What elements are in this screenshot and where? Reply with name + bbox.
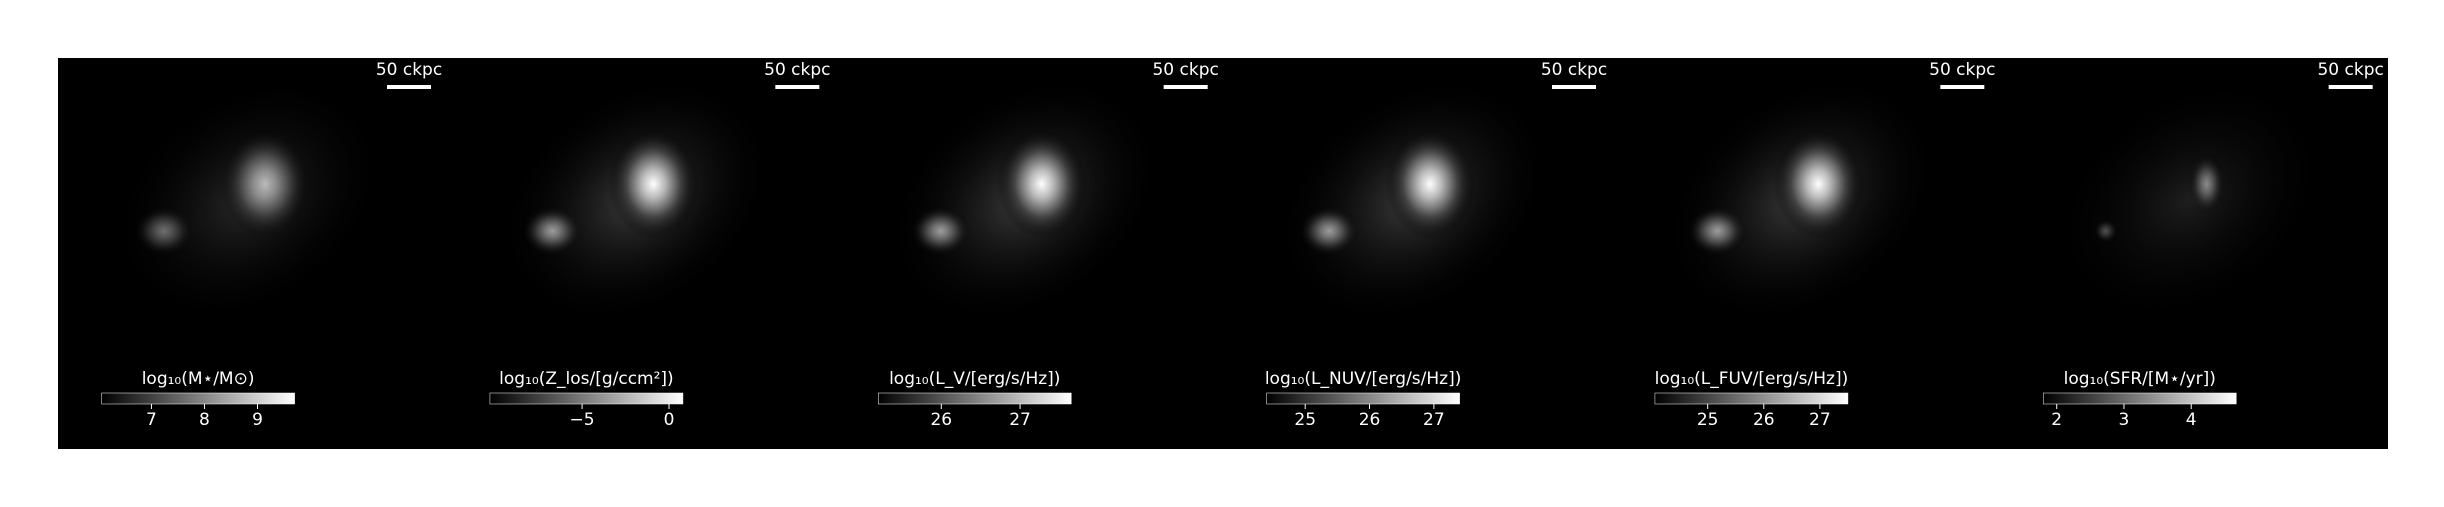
scale-label: 50 ckpc [764,60,830,80]
colorbar-tick-label: 26 [1753,410,1775,430]
satellite [134,206,194,256]
colorbar-tick-label: 2 [2051,410,2062,430]
colorbar-label: log₁₀(L_FUV/[erg/s/Hz]) [1655,369,1849,389]
colorbar-tick-label: 7 [146,410,157,430]
colorbar-tick-label: 0 [664,410,675,430]
galaxy-core [1385,129,1475,239]
colorbar-tick-label: 27 [1809,410,1831,430]
colorbar-tick-label: 9 [252,410,263,430]
scale-label: 50 ckpc [376,60,442,80]
satellite [2093,219,2118,243]
galaxy-core [2188,154,2225,214]
image-background [58,58,2388,449]
colorbar [489,392,684,405]
satellite [910,206,971,256]
galaxy-core [1773,129,1864,239]
colorbar-tick-label: 25 [1697,410,1719,430]
galaxy-core [608,129,699,239]
colorbar-label: log₁₀(L_V/[erg/s/Hz]) [889,369,1060,389]
colorbar-tick-label: 8 [199,410,210,430]
colorbar [1266,392,1460,405]
colorbar-label: log₁₀(L_NUV/[erg/s/Hz]) [1265,369,1462,389]
galaxy-core [996,129,1087,239]
colorbar-tick-label: −5 [570,410,595,430]
galaxy-core [220,129,310,239]
colorbar-tick-label: 26 [1359,410,1381,430]
colorbar-tick-label: 25 [1294,410,1316,430]
colorbar-tick-label: 27 [1423,410,1445,430]
scale-label: 50 ckpc [2317,60,2383,80]
colorbar-label: log₁₀(M⋆/M⊙) [142,369,255,389]
colorbar-tick-label: 27 [1009,410,1031,430]
satellite [1687,206,1748,256]
scale-label: 50 ckpc [1929,60,1995,80]
colorbar-tick-label: 26 [930,410,952,430]
satellite [1299,206,1359,256]
scale-label: 50 ckpc [1541,60,1607,80]
colorbar-tick-label: 4 [2186,410,2197,430]
colorbar [2043,392,2237,405]
galaxy-halo [2051,75,2328,325]
colorbar [101,392,295,405]
colorbar-tick-label: 3 [2119,410,2130,430]
colorbar [878,392,1072,405]
satellite [522,206,583,256]
colorbar [1654,392,1849,405]
colorbar-label: log₁₀(SFR/[M⋆/yr]) [2064,369,2216,389]
colorbar-label: log₁₀(Z_los/[g/ccm²]) [499,369,674,389]
scale-label: 50 ckpc [1152,60,1218,80]
